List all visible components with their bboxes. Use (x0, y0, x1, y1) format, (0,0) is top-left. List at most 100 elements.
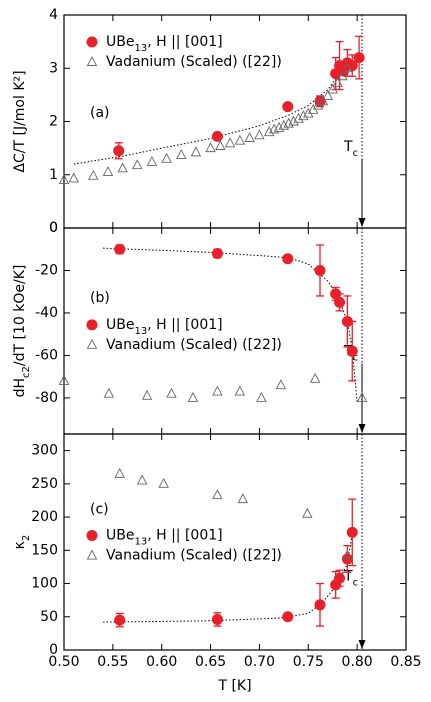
y-tick-label: -20 (35, 262, 58, 278)
legend-label-part: Vanadium (Scaled) ([22]) (106, 337, 282, 353)
point (283, 117, 294, 128)
tc-arrowhead (358, 424, 366, 433)
y-axis-label: ΔC/T [J/mol K²] (12, 70, 28, 172)
point (212, 489, 223, 500)
y-tick-label: 50 (40, 609, 58, 625)
tc-label-part: c (353, 577, 359, 588)
legend-label: Vanadium (Scaled) ([22]) (106, 548, 282, 564)
y-tick-label: 150 (31, 542, 58, 558)
point (211, 247, 223, 259)
tc-arrowhead (358, 218, 366, 227)
y-tick-label: 3 (49, 60, 58, 76)
point (88, 169, 99, 180)
panel-label: (c) (90, 502, 109, 518)
x-tick-label: 0.75 (293, 654, 324, 670)
legend-label-part: 13 (134, 536, 147, 547)
fit-line (103, 247, 358, 403)
y-tick-label: 250 (31, 476, 58, 492)
y-tick-label: 0 (49, 642, 58, 658)
y-axis-label-part: 2 (21, 535, 32, 541)
point (309, 372, 321, 383)
point (103, 387, 115, 398)
legend-marker (86, 36, 98, 48)
legend-marker (86, 319, 98, 331)
y-tick-label: 4 (49, 7, 58, 23)
point (334, 296, 346, 308)
point (342, 549, 353, 560)
plot-frame (63, 433, 407, 651)
point (102, 166, 114, 177)
point (114, 614, 126, 626)
x-tick-label: 0.65 (195, 654, 226, 670)
tc-label: Tc (343, 569, 358, 589)
point (317, 95, 329, 106)
point (353, 52, 365, 64)
point (114, 243, 126, 255)
legend-label: Vadanium (Scaled) ([22]) (106, 54, 282, 70)
legend-label: UBe13, H || [001] (106, 34, 223, 54)
panel-label: (a) (90, 105, 110, 121)
point (293, 112, 304, 123)
fit-line (73, 54, 358, 165)
y-tick-label: 0 (49, 220, 58, 236)
legend-label-part: UBe (106, 317, 134, 333)
point (68, 172, 80, 183)
legend-label-part: UBe (106, 528, 134, 544)
legend-label: UBe13, H || [001] (106, 317, 223, 337)
x-tick-label: 0.80 (342, 654, 373, 670)
x-tick-label: 0.55 (97, 654, 128, 670)
legend-marker (86, 530, 98, 542)
y-axis-label-part: c2 (21, 366, 32, 378)
x-tick-label: 0.85 (390, 654, 421, 670)
point (263, 126, 275, 137)
y-axis-label-part: /dT [10 kOe/K] (12, 265, 28, 366)
point (278, 119, 290, 130)
point (113, 145, 125, 157)
y-tick-label: 0 (49, 220, 58, 236)
point (334, 572, 346, 584)
point (282, 101, 294, 113)
legend-label-part: Vadanium (Scaled) ([22]) (106, 54, 282, 70)
point (303, 107, 314, 118)
y-tick-label: 1 (49, 167, 58, 183)
legend-marker (86, 56, 98, 66)
legend-label-part: 13 (134, 325, 147, 336)
legend-label-part: 13 (134, 43, 147, 54)
legend-label-part: , H || [001] (147, 528, 222, 544)
tc-label: Tc (343, 139, 358, 159)
point (146, 156, 158, 166)
point (234, 134, 246, 145)
point (58, 374, 70, 385)
point (224, 137, 236, 148)
point (114, 467, 125, 478)
legend-marker (86, 549, 98, 560)
point (327, 83, 338, 94)
point (356, 391, 368, 402)
point (314, 599, 326, 611)
point (346, 526, 358, 538)
y-tick-label: 2 (49, 114, 58, 130)
x-axis-label: T [K] (217, 678, 251, 694)
point (298, 110, 309, 121)
point (211, 613, 223, 625)
point (212, 385, 223, 396)
point (332, 77, 343, 88)
fit-line (103, 533, 353, 623)
point (322, 89, 334, 100)
legend-label-part: , H || [001] (147, 317, 222, 333)
y-axis-label-part: dH (12, 378, 28, 397)
tc-label-part: T (343, 139, 353, 155)
point (187, 391, 199, 402)
point (346, 345, 358, 357)
legend-marker (86, 338, 98, 349)
point (141, 389, 153, 400)
point (166, 387, 177, 398)
tc-label-part: c (353, 352, 359, 363)
point (302, 507, 313, 518)
tc-arrowhead (358, 640, 366, 649)
x-tick-label: 0.70 (244, 654, 275, 670)
point (254, 129, 265, 140)
point (337, 70, 348, 81)
panel-label: (b) (90, 290, 110, 306)
